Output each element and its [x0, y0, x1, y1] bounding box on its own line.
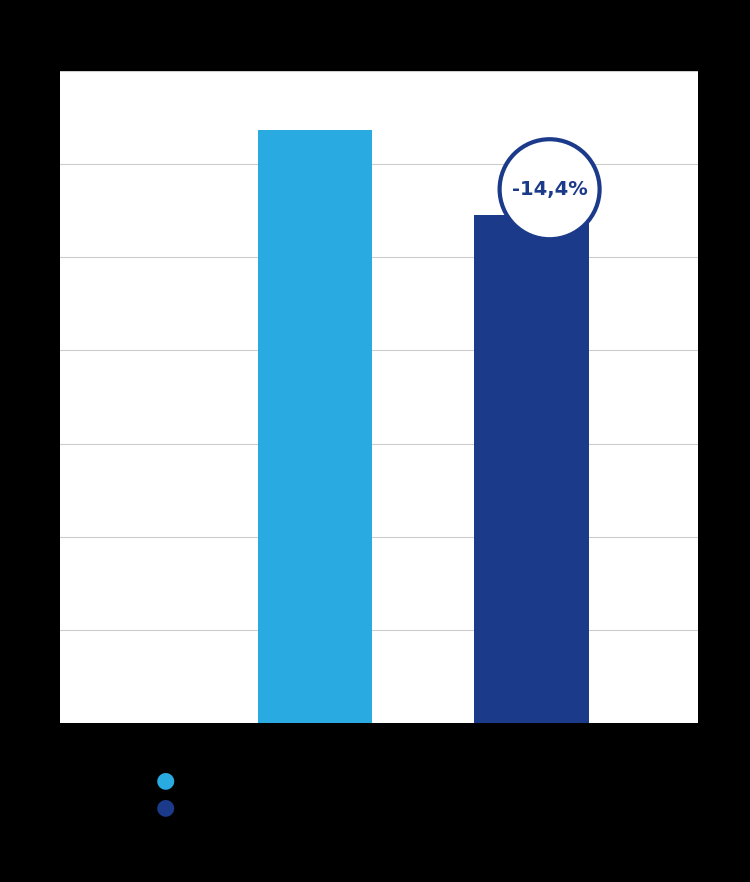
Ellipse shape	[500, 139, 599, 239]
Bar	[474, 215, 590, 723]
Text: ●: ●	[155, 771, 175, 790]
Text: ●: ●	[155, 797, 175, 817]
Text: -14,4%: -14,4%	[512, 180, 587, 198]
Bar	[258, 130, 372, 723]
